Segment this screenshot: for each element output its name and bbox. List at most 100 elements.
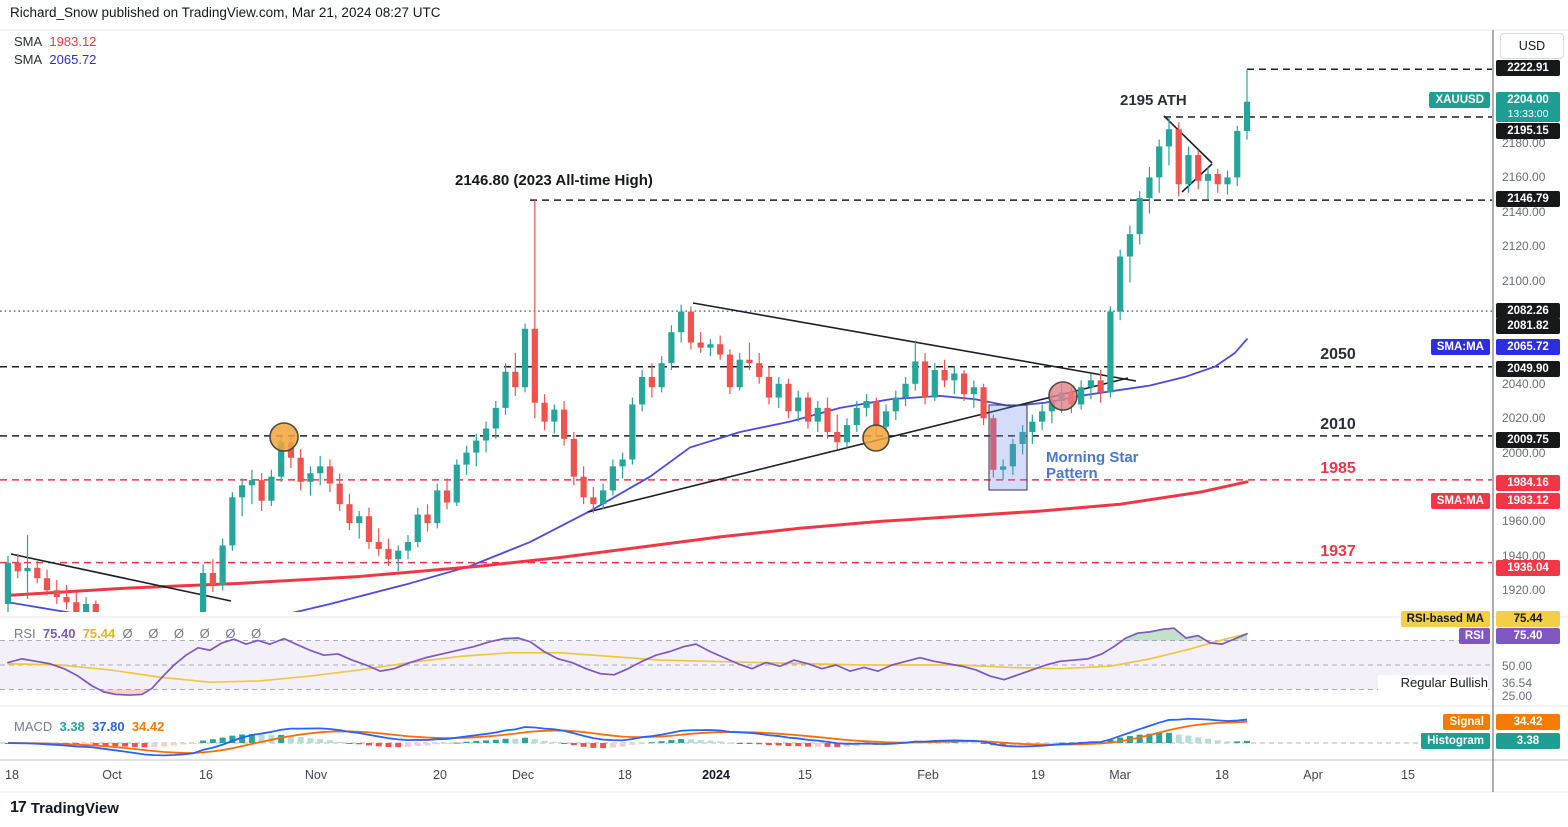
sma-fast-value: 1983.12 <box>49 34 97 49</box>
time-axis-label: 2024 <box>702 768 730 782</box>
time-axis-label: 18 <box>1215 768 1229 782</box>
trendline[interactable] <box>692 302 1137 382</box>
rsi-value: 75.40 <box>42 626 76 641</box>
morning-star-line1: Morning Star <box>1046 449 1139 466</box>
time-axis-label: Apr <box>1303 768 1323 782</box>
time-axis-label: 15 <box>1401 768 1415 782</box>
price-badge: 2222.91 <box>1496 60 1560 76</box>
price-axis-tick: 2180.00 <box>1502 136 1546 150</box>
price-axis-tick: 2000.00 <box>1502 446 1546 460</box>
macd-hist-value: 3.38 <box>59 719 85 734</box>
price-axis-tick: 36.54 <box>1502 676 1533 690</box>
sma-fast-legend[interactable]: SMA 1983.12 <box>14 34 96 49</box>
rsi-label: RSI <box>14 626 36 641</box>
sma-fast-label: SMA <box>14 34 43 49</box>
time-axis-label: Feb <box>917 768 939 782</box>
candlestick-series <box>4 69 1251 612</box>
morning-star-line2: Pattern <box>1046 465 1098 482</box>
rsi-ma-value: 75.44 <box>82 626 116 641</box>
rsi-legend[interactable]: RSI 75.40 75.44 Ø Ø Ø Ø Ø Ø <box>14 626 267 641</box>
price-badge: 34.42 <box>1496 714 1560 730</box>
morning-star-annotation[interactable]: Morning Star Pattern <box>1046 450 1139 482</box>
price-badge: 2049.90 <box>1496 361 1560 377</box>
series-tag-badge: Signal <box>1443 714 1490 730</box>
time-axis-label: 18 <box>618 768 632 782</box>
macd-label: MACD <box>14 719 53 734</box>
macd-signal-line <box>7 720 1248 754</box>
price-badge: 2065.72 <box>1496 339 1560 355</box>
price-axis-tick: 2120.00 <box>1502 239 1546 253</box>
time-axis-label: Oct <box>102 768 122 782</box>
price-axis-tick: 2100.00 <box>1502 274 1546 288</box>
time-axis-label: 19 <box>1031 768 1045 782</box>
macd-line <box>7 717 1248 757</box>
divergence-label: Regular Bullish <box>1378 675 1488 690</box>
tradingview-logo[interactable]: 17 TradingView <box>10 799 119 817</box>
tradingview-logo-icon: 17 <box>10 799 27 816</box>
macd-legend[interactable]: MACD 3.38 37.80 34.42 <box>14 719 164 734</box>
price-axis-tick: 2160.00 <box>1502 170 1546 184</box>
time-axis-label: 18 <box>5 768 19 782</box>
morning-star-box[interactable] <box>988 404 1028 491</box>
macd-signal-value: 34.42 <box>131 719 165 734</box>
rsi-ma-line <box>7 632 1248 684</box>
price-axis-tick: 2040.00 <box>1502 377 1546 391</box>
price-axis-tick: 50.00 <box>1502 659 1533 673</box>
trendline[interactable] <box>10 553 232 602</box>
tradingview-logo-text: TradingView <box>30 799 119 817</box>
price-badge: 2009.75 <box>1496 432 1560 448</box>
publish-title: Richard_Snow published on TradingView.co… <box>10 5 441 20</box>
orange-circle-marker[interactable] <box>269 422 299 452</box>
series-tag-badge: XAUUSD <box>1429 92 1490 108</box>
rsi-line <box>7 627 1248 696</box>
series-tag-badge: RSI-based MA <box>1400 611 1490 627</box>
trendline[interactable] <box>587 377 1129 513</box>
price-badge: 1983.12 <box>1496 493 1560 509</box>
price-badge: 1984.16 <box>1496 475 1560 491</box>
rsi-empty-inputs: Ø Ø Ø Ø Ø Ø <box>122 626 268 641</box>
price-axis-tick: 1960.00 <box>1502 514 1546 528</box>
macd-pane <box>0 717 1488 757</box>
level-label-1985[interactable]: 1985 <box>1320 460 1356 477</box>
price-badge: 2146.79 <box>1496 191 1560 207</box>
price-badge: 75.44 <box>1496 611 1560 627</box>
ath-annotation[interactable]: 2195 ATH <box>1120 92 1187 109</box>
pink-circle-marker[interactable] <box>1048 381 1078 411</box>
price-badge: 3.38 <box>1496 733 1560 749</box>
trendline[interactable] <box>1163 115 1213 164</box>
level-label-2010[interactable]: 2010 <box>1320 416 1356 433</box>
level-label-2050[interactable]: 2050 <box>1320 346 1356 363</box>
orange-circle-marker[interactable] <box>862 424 890 452</box>
series-tag-badge: SMA:MA <box>1430 493 1490 509</box>
time-axis-label: 16 <box>199 768 213 782</box>
current-price-badge: 2204.00 13:33:00 <box>1496 92 1560 122</box>
sma-fast-line <box>6 480 1249 597</box>
price-pane <box>0 68 1492 612</box>
sma-slow-value: 2065.72 <box>49 52 97 67</box>
time-axis-label: Mar <box>1109 768 1131 782</box>
price-badge: 2195.15 <box>1496 123 1560 139</box>
level-label-1937[interactable]: 1937 <box>1320 543 1356 560</box>
sma-slow-label: SMA <box>14 52 43 67</box>
price-badge: 75.40 <box>1496 628 1560 644</box>
series-tag-badge: Histogram <box>1421 733 1490 749</box>
price-axis-tick: 1940.00 <box>1502 549 1546 563</box>
time-axis-label: Nov <box>304 768 328 782</box>
price-badge: 2081.82 <box>1496 318 1560 334</box>
sma-slow-legend[interactable]: SMA 2065.72 <box>14 52 96 67</box>
time-axis-label: 15 <box>798 768 812 782</box>
time-axis-label: Dec <box>511 768 535 782</box>
price-axis-tick: 1920.00 <box>1502 583 1546 597</box>
ath-2023-annotation[interactable]: 2146.80 (2023 All-time High) <box>455 172 653 189</box>
series-tag-badge: SMA:MA <box>1430 339 1490 355</box>
price-badge: 1936.04 <box>1496 560 1560 576</box>
price-badge: 2082.26 <box>1496 303 1560 319</box>
currency-toggle-button[interactable]: USD <box>1500 33 1564 59</box>
series-tag-badge: RSI <box>1458 628 1490 644</box>
macd-value: 37.80 <box>92 719 125 734</box>
price-axis-tick: 25.00 <box>1502 689 1533 703</box>
price-axis-tick: 2020.00 <box>1502 411 1546 425</box>
price-axis-tick: 2140.00 <box>1502 205 1546 219</box>
